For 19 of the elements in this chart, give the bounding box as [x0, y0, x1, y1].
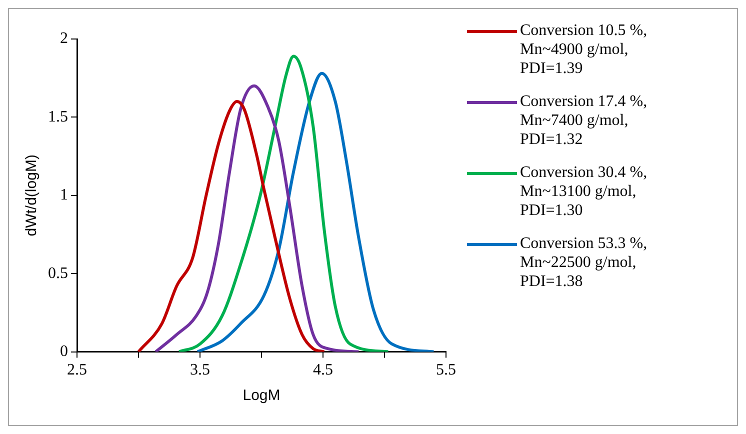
legend-label: Conversion 30.4 %, Mn~13100 g/mol, PDI=1.30: [520, 163, 648, 220]
x-tick-label: 4.5: [313, 362, 333, 379]
y-axis-title: dWt/d(logM): [23, 154, 40, 236]
y-tick-label: 2: [60, 30, 68, 48]
line-series: [196, 72, 436, 352]
legend-label: Conversion 53.3 %, Mn~22500 g/mol, PDI=1.38: [520, 234, 648, 291]
y-tick-label: 1.5: [48, 108, 68, 126]
legend-label: Conversion 10.5 %, Mn~4900 g/mol, PDI=1.39: [520, 21, 648, 78]
x-tick-label: 2.5: [67, 362, 87, 379]
line-series: [154, 84, 360, 352]
y-tick-label: 0: [60, 343, 68, 360]
x-tick-label: 5.5: [436, 362, 456, 379]
x-axis-title: LogM: [242, 387, 280, 404]
x-tick-label: 3.5: [190, 362, 210, 379]
line-series: [137, 100, 326, 352]
legend-label: Conversion 17.4 %, Mn~7400 g/mol, PDI=1.32: [520, 92, 648, 149]
line-series: [178, 54, 390, 352]
y-tick-label: 0.5: [48, 264, 68, 282]
y-tick-label: 1: [60, 186, 68, 204]
